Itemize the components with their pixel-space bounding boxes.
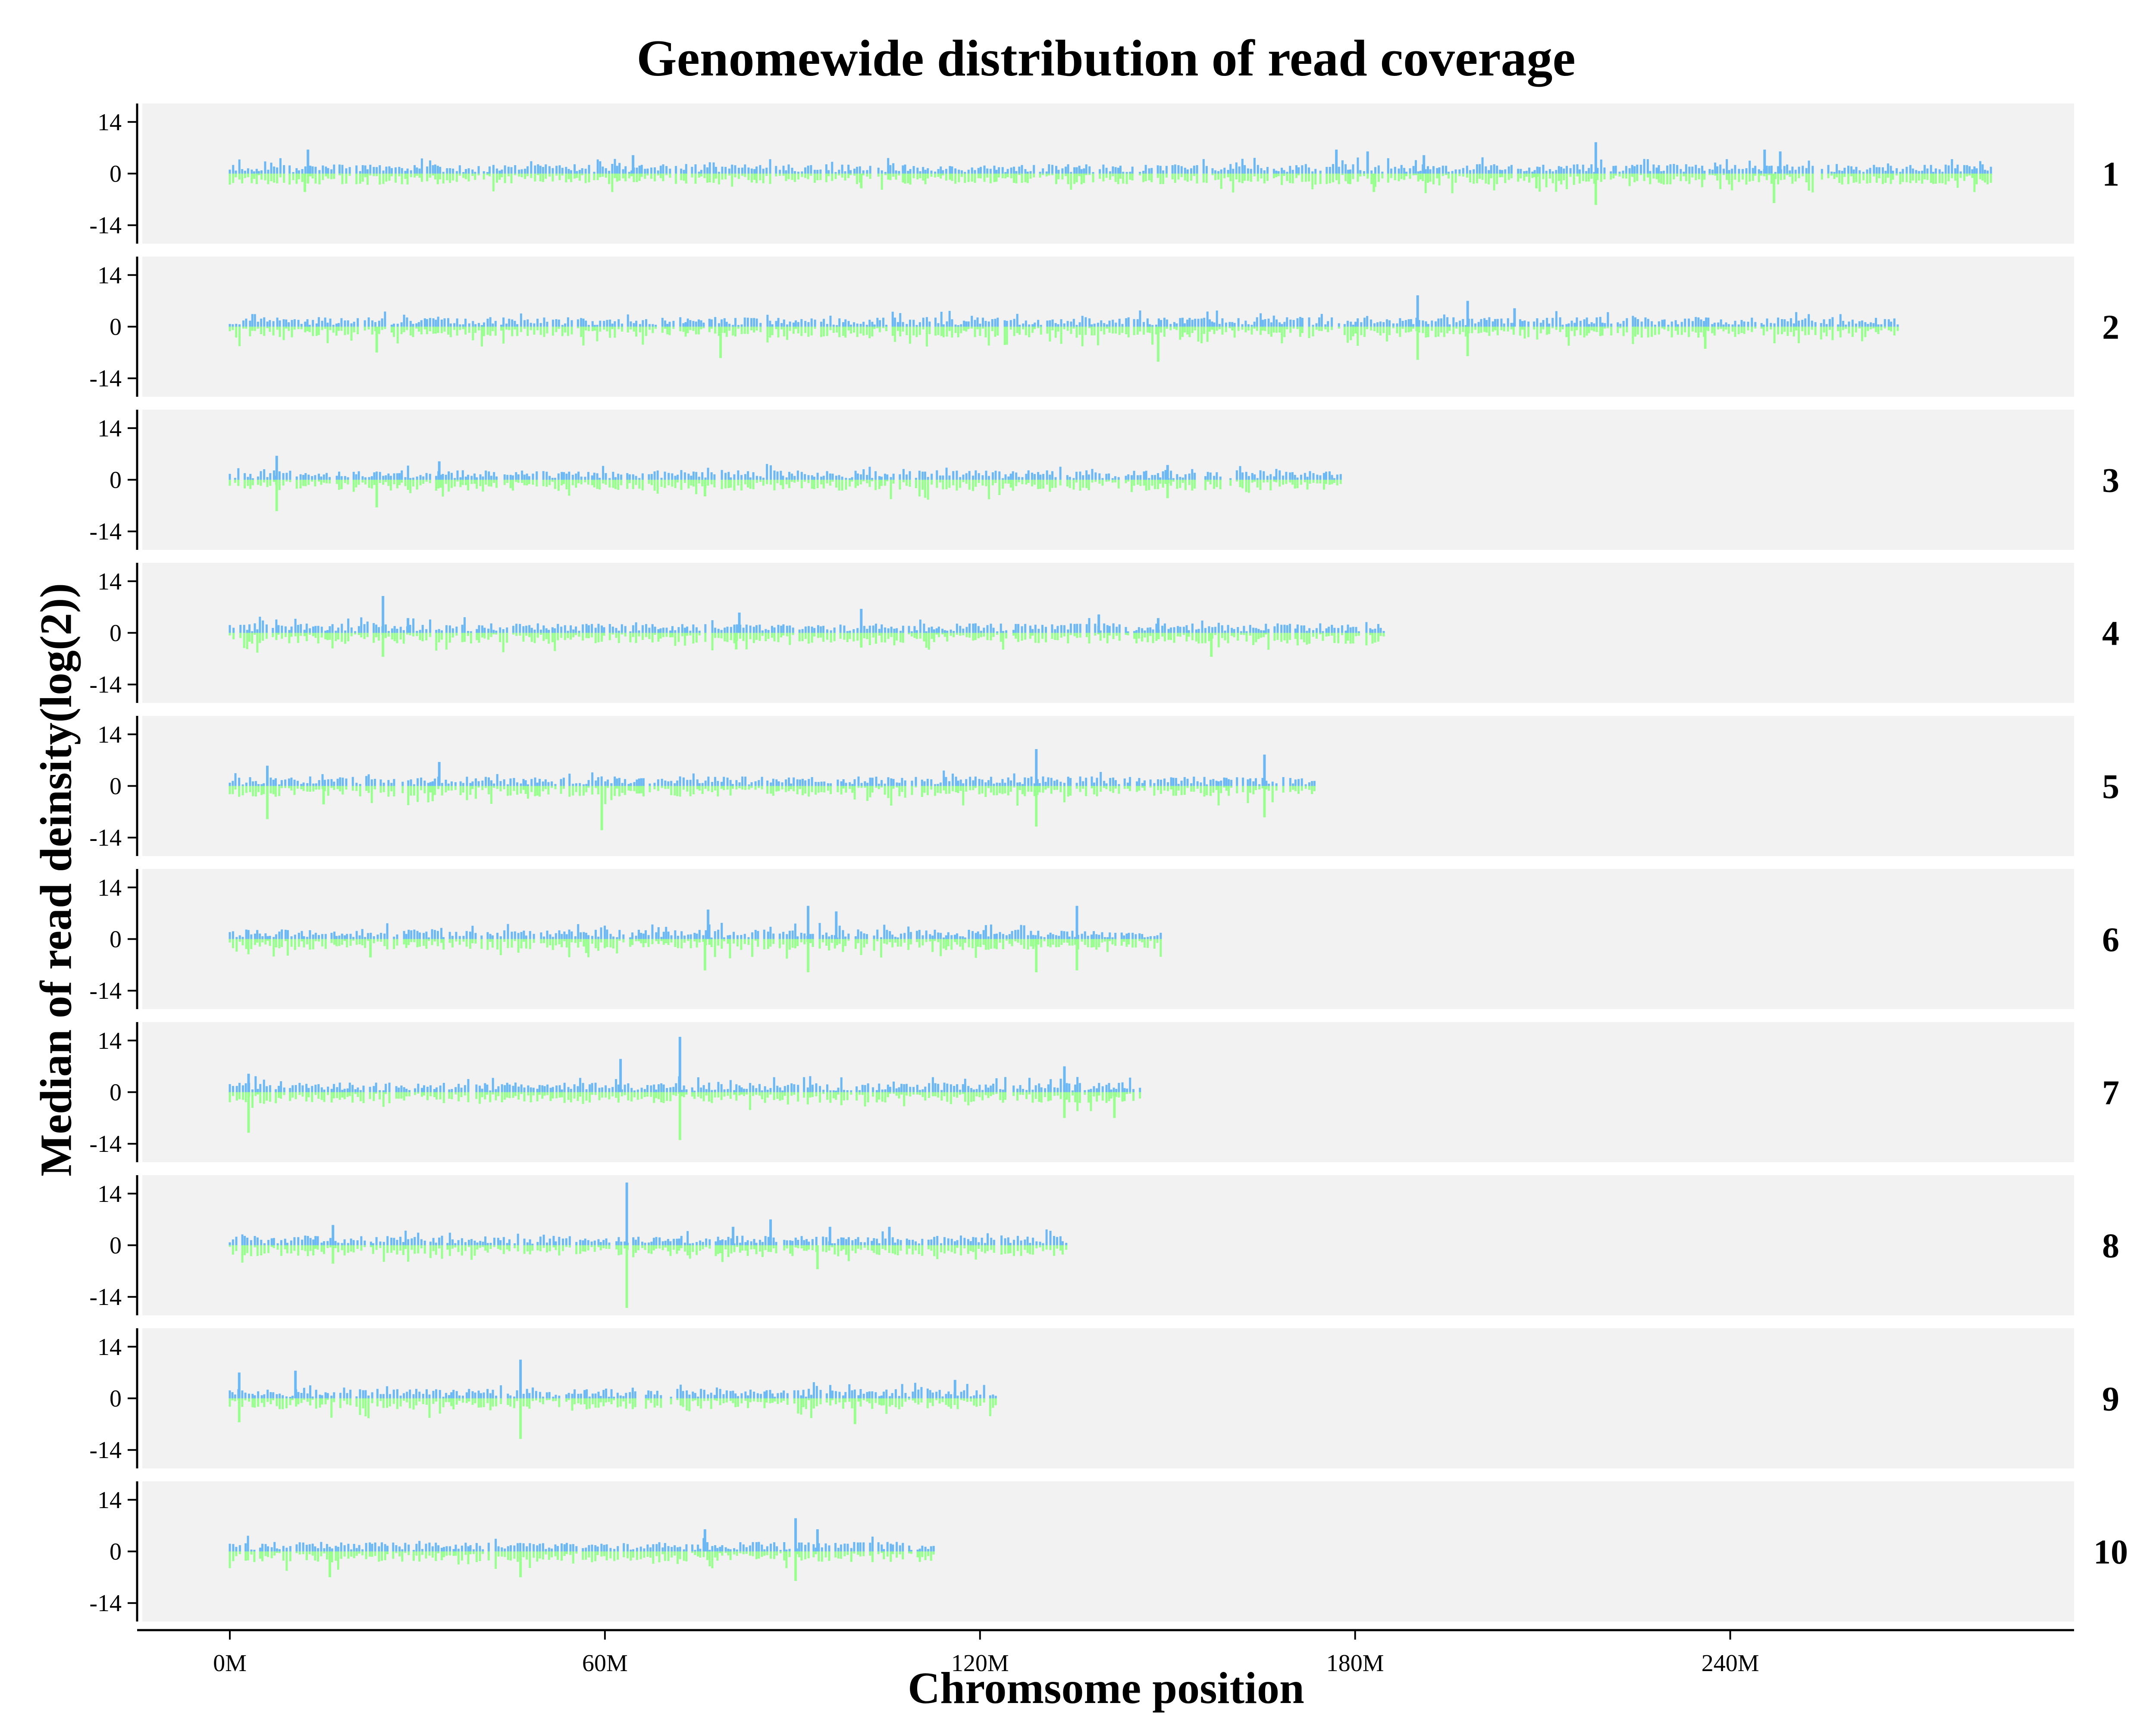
y-tick-label: 0 <box>110 314 122 341</box>
y-tick-label: 14 <box>97 109 122 136</box>
y-tick-label: 14 <box>97 568 122 595</box>
y-tick-label: 14 <box>97 1028 122 1054</box>
y-tick-label: -14 <box>89 365 122 392</box>
coverage-noise <box>229 1076 1141 1111</box>
y-tick-label: 14 <box>97 262 122 289</box>
coverage-noise <box>229 617 1385 653</box>
panel-chr-1: 14 0 -14 1 <box>89 104 2119 244</box>
y-axis-title: Median of read deinsity(log(2)) <box>31 583 81 1176</box>
y-tick-label: 0 <box>110 1386 122 1412</box>
facet-label-chr-3: 3 <box>2102 462 2119 500</box>
y-tick-label: 14 <box>97 875 122 901</box>
y-tick-label: 0 <box>110 620 122 647</box>
coverage-noise <box>229 1536 935 1571</box>
facet-label-chr-2: 2 <box>2102 309 2119 347</box>
y-tick-label: -14 <box>89 1590 122 1617</box>
y-tick-label: 0 <box>110 773 122 800</box>
facet-label-chr-6: 6 <box>2102 921 2119 959</box>
y-tick-label: -14 <box>89 212 122 239</box>
panel-chr-3: 14 0 -14 3 <box>89 410 2119 550</box>
facet-label-chr-5: 5 <box>2102 768 2119 806</box>
y-tick-label: 0 <box>110 1233 122 1259</box>
y-tick-label: -14 <box>89 978 122 1004</box>
y-tick-label: 14 <box>97 1487 122 1514</box>
panel-background <box>142 1328 2074 1468</box>
panel-chr-10: 14 0 -14 10 <box>89 1481 2128 1622</box>
facet-label-chr-7: 7 <box>2102 1074 2119 1112</box>
y-tick-label: 14 <box>97 721 122 748</box>
y-tick-label: 0 <box>110 161 122 188</box>
panel-chr-8: 14 0 -14 8 <box>89 1175 2119 1315</box>
panel-chr-7: 14 0 -14 7 <box>89 1022 2119 1162</box>
y-tick-label: 14 <box>97 1181 122 1208</box>
y-tick-label: 0 <box>110 1079 122 1106</box>
y-tick-label: -14 <box>89 518 122 545</box>
y-tick-label: -14 <box>89 1437 122 1464</box>
facet-label-chr-10: 10 <box>2093 1534 2128 1571</box>
y-tick-label: 14 <box>97 415 122 442</box>
x-tick-label: 120M <box>951 1650 1009 1677</box>
panel-background <box>142 1481 2074 1622</box>
panel-chr-4: 14 0 -14 4 <box>89 563 2119 703</box>
panel-chr-2: 14 0 -14 2 <box>89 257 2119 397</box>
chart-title: Genomewide distribution of read coverage <box>636 29 1576 87</box>
y-tick-label: -14 <box>89 825 122 851</box>
panel-chr-6: 14 0 -14 6 <box>89 869 2119 1009</box>
coverage-noise <box>229 1229 1068 1263</box>
facet-label-chr-8: 8 <box>2102 1227 2119 1265</box>
coverage-noise <box>229 157 1992 194</box>
coverage-noise <box>229 1382 997 1418</box>
panel-background <box>142 1175 2074 1315</box>
y-tick-label: 0 <box>110 467 122 494</box>
x-tick-label: 60M <box>582 1650 628 1677</box>
facet-label-chr-1: 1 <box>2102 156 2119 194</box>
panel-chr-9: 14 0 -14 9 <box>89 1328 2119 1468</box>
x-tick-label: 240M <box>1702 1650 1759 1677</box>
x-tick-label: 0M <box>213 1650 247 1677</box>
y-tick-label: -14 <box>89 671 122 698</box>
coverage-noise <box>229 464 1342 500</box>
y-tick-label: 14 <box>97 1334 122 1361</box>
coverage-noise <box>229 310 1899 347</box>
x-axis-title: Chromsome position <box>908 1663 1304 1713</box>
y-tick-label: -14 <box>89 1131 122 1157</box>
x-tick-label: 180M <box>1326 1650 1384 1677</box>
coverage-noise <box>229 770 1316 806</box>
y-tick-label: 0 <box>110 1539 122 1565</box>
coverage-noise <box>229 922 1162 959</box>
panel-chr-5: 14 0 -14 5 <box>89 716 2119 856</box>
facet-label-chr-9: 9 <box>2102 1380 2119 1418</box>
y-tick-label: -14 <box>89 1284 122 1311</box>
facet-label-chr-4: 4 <box>2102 615 2119 653</box>
y-tick-label: 0 <box>110 926 122 953</box>
